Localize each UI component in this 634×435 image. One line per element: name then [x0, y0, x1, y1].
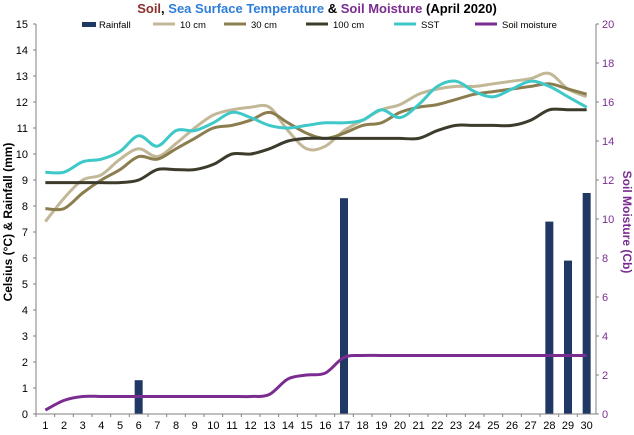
y2-tick-label: 20: [602, 19, 614, 31]
title-part: &: [324, 1, 341, 16]
legend: Rainfall 10 cm 30 cm 100 cm SST Soil moisture: [82, 20, 557, 31]
series-line-10-cm: [44, 71, 588, 223]
x-tick-label: 26: [506, 420, 518, 432]
x-tick-label: 29: [562, 420, 574, 432]
rainfall-bar: [582, 193, 591, 414]
x-tick-label: 17: [338, 420, 350, 432]
x-tick-label: 2: [61, 420, 67, 432]
x-tick-label: 20: [394, 420, 406, 432]
y-tick-label: 3: [22, 331, 28, 343]
y-tick-label: 5: [22, 279, 28, 291]
y-tick-label: 4: [22, 305, 28, 317]
title-part: Sea Surface Temperature: [168, 1, 324, 16]
series-line-sst: [45, 79, 588, 175]
title-part: Soil: [137, 1, 161, 16]
series-lines: [44, 71, 588, 412]
x-tick-label: 28: [543, 420, 555, 432]
y-tick-label: 14: [16, 45, 28, 57]
y-tick-label: 11: [17, 123, 28, 135]
legend-label-rainfall: Rainfall: [99, 20, 131, 31]
x-tick-label: 15: [301, 420, 313, 432]
y-tick-label: 7: [22, 227, 28, 239]
y-tick-label: 12: [16, 97, 28, 109]
x-tick-label: 23: [450, 420, 462, 432]
x-tick-label: 16: [319, 420, 331, 432]
legend-label-30-cm: 30 cm: [251, 20, 277, 31]
y-tick-label: 1: [22, 383, 28, 395]
rainfall-bar: [340, 198, 348, 414]
y2-tick-label: 4: [602, 331, 608, 343]
y2-tick-label: 12: [602, 175, 614, 187]
x-tick-label: 12: [245, 420, 257, 432]
x-tick-label: 18: [357, 420, 369, 432]
x-tick-label: 9: [192, 420, 198, 432]
y2-tick-label: 0: [602, 409, 608, 421]
axes: 0123456789101112131415024681012141618201…: [16, 19, 615, 432]
y2-tick-label: 6: [602, 292, 608, 304]
title-part: ,: [161, 1, 168, 16]
x-tick-label: 1: [42, 420, 48, 432]
x-tick-label: 3: [80, 420, 86, 432]
y2-tick-label: 8: [602, 253, 608, 265]
legend-label-soil-moisture: Soil moisture: [502, 20, 557, 31]
series-line-soil-moisture: [44, 353, 587, 412]
y-tick-label: 10: [16, 149, 28, 161]
x-tick-label: 6: [136, 420, 142, 432]
rainfall-bars: [134, 193, 591, 414]
x-tick-label: 10: [207, 420, 219, 432]
x-tick-label: 24: [469, 420, 481, 432]
x-tick-label: 14: [282, 420, 294, 432]
y-tick-label: 6: [22, 253, 28, 265]
legend-swatch-rainfall: [82, 22, 96, 27]
y2-axis-title: Soil Moisture (Cb): [620, 171, 634, 274]
y-tick-label: 2: [22, 357, 28, 369]
title-part: (April 2020): [422, 1, 496, 16]
y2-tick-label: 18: [602, 58, 614, 70]
y2-tick-label: 16: [602, 97, 614, 109]
x-tick-label: 19: [375, 420, 387, 432]
x-tick-label: 25: [487, 420, 499, 432]
y-tick-label: 13: [16, 71, 28, 83]
rainfall-bar: [564, 260, 572, 414]
legend-label-100-cm: 100 cm: [333, 20, 364, 31]
legend-label-10-cm: 10 cm: [180, 20, 206, 31]
chart-title: Soil, Sea Surface Temperature & Soil Moi…: [137, 1, 497, 16]
x-tick-label: 22: [431, 420, 443, 432]
x-tick-label: 7: [154, 420, 160, 432]
y-tick-label: 8: [22, 201, 28, 213]
title-part: Soil Moisture: [341, 1, 423, 16]
y2-tick-label: 2: [602, 370, 608, 382]
x-tick-label: 5: [117, 420, 123, 432]
x-tick-label: 11: [226, 420, 237, 432]
y-tick-label: 15: [16, 19, 28, 31]
y-tick-label: 0: [22, 409, 28, 421]
y2-tick-label: 14: [602, 136, 614, 148]
y2-tick-label: 10: [602, 214, 614, 226]
x-tick-label: 21: [413, 420, 425, 432]
x-tick-label: 8: [173, 420, 179, 432]
x-tick-label: 4: [98, 420, 104, 432]
x-tick-label: 27: [525, 420, 537, 432]
x-tick-label: 13: [263, 420, 275, 432]
y-axis-title: Celsius (°C) & Rainfall (mm): [1, 143, 15, 302]
rainfall-bar: [545, 221, 554, 414]
y-tick-label: 9: [22, 175, 28, 187]
legend-label-sst: SST: [421, 20, 440, 31]
series-line-100-cm: [45, 107, 587, 185]
x-tick-label: 30: [581, 420, 593, 432]
